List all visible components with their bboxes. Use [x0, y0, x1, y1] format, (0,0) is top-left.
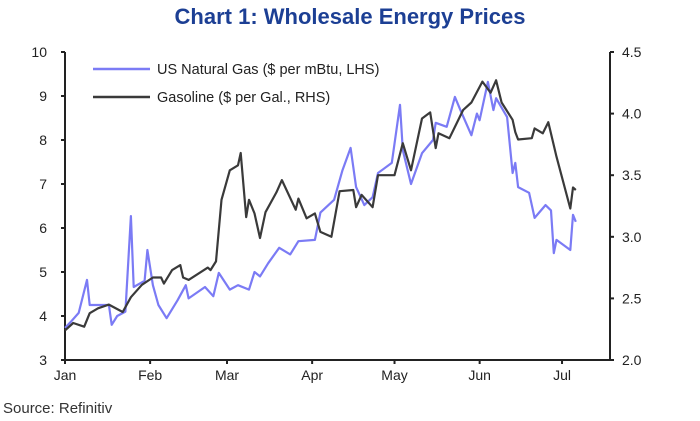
left-tick-label: 3 — [39, 352, 47, 368]
x-tick-label: Jul — [553, 367, 571, 383]
x-tick-label: Jun — [468, 367, 491, 383]
natural-gas-line — [64, 80, 577, 329]
gasoline-line — [64, 79, 577, 332]
right-tick-label: 2.0 — [622, 352, 642, 368]
right-tick-label: 3.0 — [622, 229, 642, 245]
right-tick-label: 4.0 — [622, 106, 642, 122]
legend-label: Gasoline ($ per Gal., RHS) — [157, 90, 330, 106]
x-tick-label: Apr — [301, 367, 323, 383]
legend-label: US Natural Gas ($ per mBtu, LHS) — [157, 62, 379, 78]
left-tick-label: 5 — [39, 264, 47, 280]
left-tick-label: 9 — [39, 88, 47, 104]
x-tick-label: Mar — [215, 367, 239, 383]
x-tick-label: Feb — [138, 367, 162, 383]
left-tick-label: 6 — [39, 220, 47, 236]
right-tick-label: 3.5 — [622, 167, 642, 183]
left-tick-label: 7 — [39, 176, 47, 192]
left-tick-label: 10 — [31, 44, 47, 60]
x-tick-label: Jan — [54, 367, 77, 383]
left-tick-label: 8 — [39, 132, 47, 148]
right-tick-label: 2.5 — [622, 290, 642, 306]
chart-title: Chart 1: Wholesale Energy Prices — [174, 4, 526, 29]
left-tick-label: 4 — [39, 308, 47, 324]
right-tick-label: 4.5 — [622, 44, 642, 60]
x-tick-label: May — [381, 367, 407, 383]
source-note: Source: Refinitiv — [3, 400, 113, 417]
